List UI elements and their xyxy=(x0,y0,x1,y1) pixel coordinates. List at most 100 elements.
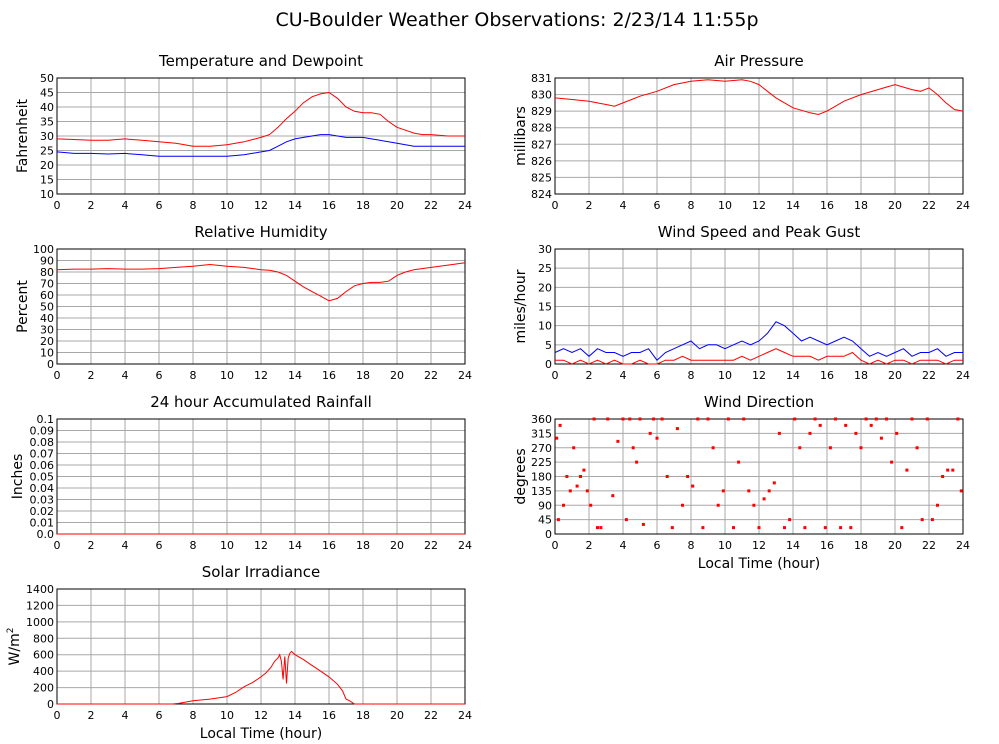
rainfall-ytick-label: 0.1 xyxy=(37,413,55,426)
pressure-title: Air Pressure xyxy=(714,52,803,70)
wind-xtick-label: 4 xyxy=(620,369,627,382)
solar-xtick-label: 22 xyxy=(424,709,438,722)
humidity-ytick-label: 0 xyxy=(47,358,54,371)
winddir-point xyxy=(696,417,700,421)
pressure-xtick-label: 16 xyxy=(820,199,834,212)
winddir-point xyxy=(628,417,632,421)
rainfall-xtick-label: 18 xyxy=(356,539,370,552)
temperature-xtick-label: 20 xyxy=(390,199,404,212)
rainfall-ylabel-text: Inches xyxy=(10,454,26,499)
winddir-point xyxy=(915,446,919,450)
solar-title: Solar Irradiance xyxy=(202,563,321,581)
wind-ytick-label: 25 xyxy=(538,262,552,275)
wind-ytick-label: 15 xyxy=(538,301,552,314)
solar-ytick-label: 200 xyxy=(33,682,54,695)
winddir-point xyxy=(879,436,883,440)
pressure-xtick-label: 10 xyxy=(718,199,732,212)
winddir-point xyxy=(757,526,761,530)
wind-ytick-label: 30 xyxy=(538,243,552,256)
winddir-point xyxy=(555,436,559,440)
rainfall-xtick-label: 6 xyxy=(156,539,163,552)
wind-ytick-label: 10 xyxy=(538,320,552,333)
winddir-point xyxy=(834,417,837,421)
temperature-title: Temperature and Dewpoint xyxy=(158,52,363,70)
winddir-point xyxy=(854,431,858,435)
rainfall-xtick-label: 8 xyxy=(190,539,197,552)
rainfall-ytick-label: 0.09 xyxy=(30,425,55,438)
humidity-ylabel: Percent xyxy=(15,280,31,333)
winddir-point xyxy=(616,439,620,443)
winddir-point xyxy=(686,475,690,478)
winddir-point xyxy=(558,423,562,427)
winddir-point xyxy=(946,468,950,472)
winddir-point xyxy=(562,503,565,507)
pressure-ytick-label: 831 xyxy=(531,72,552,85)
wind-xtick-label: 6 xyxy=(654,369,661,382)
winddir-point xyxy=(572,446,576,450)
winddir-point xyxy=(788,518,792,522)
wind-xtick-label: 24 xyxy=(956,369,970,382)
pressure-xtick-label: 14 xyxy=(786,199,800,212)
winddir-point xyxy=(808,431,812,435)
humidity-xtick-label: 0 xyxy=(54,369,61,382)
winddir-point xyxy=(732,526,735,530)
winddir-point xyxy=(864,417,868,421)
winddir-point xyxy=(793,417,797,421)
winddir-point xyxy=(737,460,741,464)
winddir-ytick-label: 225 xyxy=(531,456,552,469)
wind-xtick-label: 0 xyxy=(552,369,559,382)
rainfall-xtick-label: 20 xyxy=(390,539,404,552)
winddir-point xyxy=(798,446,802,450)
winddir-point xyxy=(652,417,656,421)
wind-title: Wind Speed and Peak Gust xyxy=(658,223,861,241)
winddir-ytick-label: 315 xyxy=(531,427,552,440)
winddir-point xyxy=(885,417,888,421)
rainfall-ytick-label: 0.02 xyxy=(30,505,55,518)
humidity-ytick-label: 50 xyxy=(40,301,54,314)
humidity-xtick-label: 12 xyxy=(254,369,268,382)
solar-ytick-label: 0 xyxy=(47,698,54,711)
rainfall-ytick-label: 0.04 xyxy=(30,482,55,495)
pressure-xtick-label: 24 xyxy=(956,199,970,212)
temperature-ytick-label: 30 xyxy=(40,130,54,143)
humidity-ytick-label: 40 xyxy=(40,312,54,325)
temperature-xtick-label: 2 xyxy=(88,199,95,212)
winddir-point xyxy=(818,423,822,427)
humidity-ytick-label: 30 xyxy=(40,324,54,337)
solar-xtick-label: 0 xyxy=(54,709,61,722)
temperature-xtick-label: 24 xyxy=(458,199,472,212)
rainfall-xtick-label: 10 xyxy=(220,539,234,552)
humidity-ytick-label: 20 xyxy=(40,335,54,348)
temperature-xtick-label: 16 xyxy=(322,199,336,212)
humidity-ytick-label: 90 xyxy=(40,255,54,268)
temperature-xtick-label: 10 xyxy=(220,199,234,212)
rainfall-title: 24 hour Accumulated Rainfall xyxy=(150,393,372,411)
solar-xtick-label: 10 xyxy=(220,709,234,722)
rainfall-xtick-label: 12 xyxy=(254,539,268,552)
wind-xtick-label: 2 xyxy=(586,369,593,382)
winddir-point xyxy=(621,417,625,421)
solar-xtick-label: 18 xyxy=(356,709,370,722)
pressure-ytick-label: 824 xyxy=(531,188,552,201)
temperature-xtick-label: 12 xyxy=(254,199,268,212)
winddir-point xyxy=(648,431,652,435)
winddir-xtick-label: 8 xyxy=(688,539,695,552)
winddir-xtick-label: 0 xyxy=(552,539,559,552)
pressure-xtick-label: 18 xyxy=(854,199,868,212)
humidity-xtick-label: 10 xyxy=(220,369,234,382)
winddir-point xyxy=(930,518,934,522)
winddir-point xyxy=(783,526,786,530)
winddir-point xyxy=(762,497,766,501)
temperature-xtick-label: 14 xyxy=(288,199,302,212)
winddir-point xyxy=(592,417,596,421)
solar-ytick-label: 800 xyxy=(33,632,54,645)
winddir-xlabel: Local Time (hour) xyxy=(698,556,820,572)
wind-xtick-label: 8 xyxy=(688,369,695,382)
humidity-xtick-label: 4 xyxy=(122,369,129,382)
wind-xtick-label: 18 xyxy=(854,369,868,382)
